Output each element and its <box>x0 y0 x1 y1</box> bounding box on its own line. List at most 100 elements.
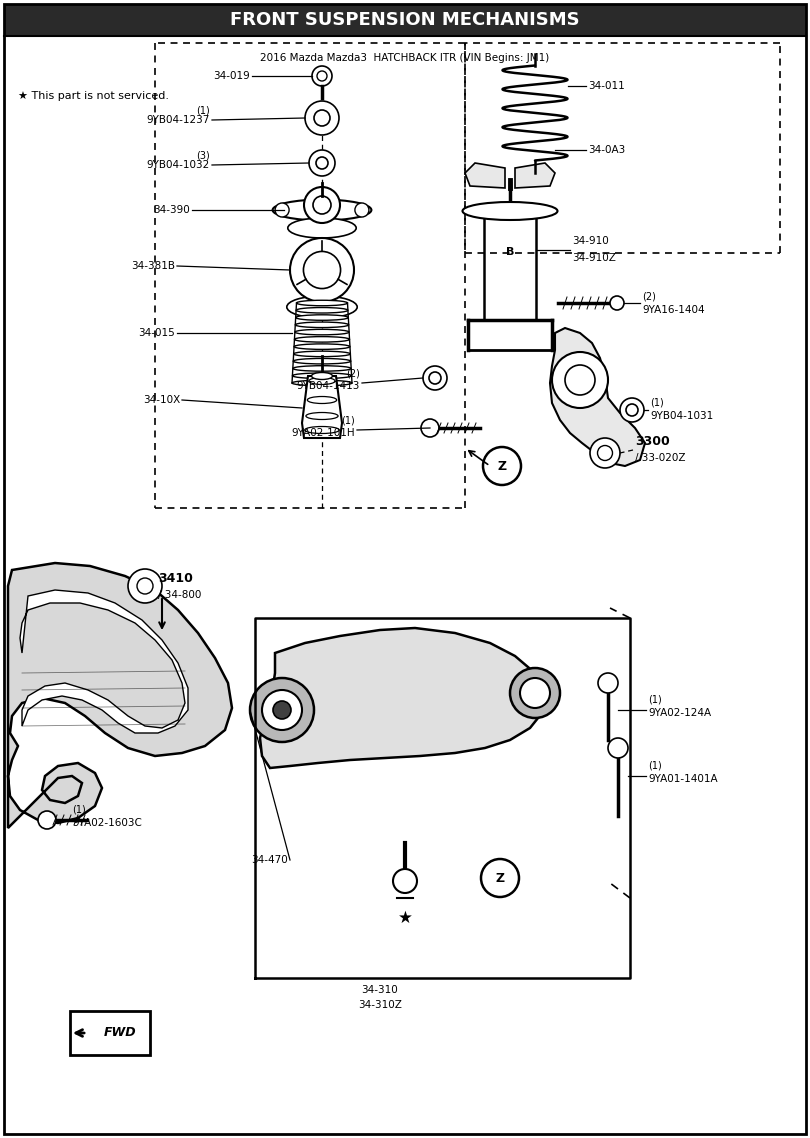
Circle shape <box>314 110 330 126</box>
Text: 9YB04-1032: 9YB04-1032 <box>147 160 210 170</box>
Circle shape <box>608 739 628 758</box>
Text: ★: ★ <box>398 909 412 927</box>
Circle shape <box>355 203 369 217</box>
Ellipse shape <box>294 352 351 356</box>
Text: Z: Z <box>497 460 506 472</box>
Circle shape <box>309 150 335 176</box>
Text: 3410: 3410 <box>158 571 193 585</box>
Circle shape <box>429 372 441 384</box>
Ellipse shape <box>296 315 348 320</box>
Ellipse shape <box>295 329 349 335</box>
Circle shape <box>620 398 644 422</box>
Circle shape <box>137 578 153 594</box>
Text: 34-015: 34-015 <box>139 328 175 338</box>
Ellipse shape <box>295 337 350 343</box>
Circle shape <box>598 673 618 693</box>
Text: / 33-020Z: / 33-020Z <box>635 453 685 463</box>
Ellipse shape <box>309 378 335 385</box>
Polygon shape <box>465 163 505 188</box>
Ellipse shape <box>292 380 352 386</box>
Text: (1): (1) <box>196 105 210 115</box>
Circle shape <box>313 196 331 214</box>
Ellipse shape <box>307 396 337 404</box>
Circle shape <box>128 569 162 603</box>
Polygon shape <box>515 163 555 188</box>
Ellipse shape <box>287 296 357 318</box>
Bar <box>4 5 806 36</box>
Text: (3): (3) <box>196 150 210 160</box>
Polygon shape <box>20 589 188 733</box>
Text: 2016 Mazda Mazda3  HATCHBACK ITR (VIN Begins: JM1): 2016 Mazda Mazda3 HATCHBACK ITR (VIN Beg… <box>260 53 550 63</box>
Circle shape <box>393 869 417 893</box>
Text: 34-910: 34-910 <box>572 236 609 246</box>
Ellipse shape <box>296 322 349 328</box>
Text: 34-310Z: 34-310Z <box>358 1000 402 1011</box>
Text: 9YA02-124A: 9YA02-124A <box>648 708 711 718</box>
Text: 9YA16-1404: 9YA16-1404 <box>642 305 705 315</box>
Ellipse shape <box>288 218 356 238</box>
Text: 9YA02-101H: 9YA02-101H <box>292 428 355 438</box>
Text: 9YA01-1401A: 9YA01-1401A <box>648 774 718 784</box>
Circle shape <box>273 701 291 719</box>
Text: (2): (2) <box>346 368 360 378</box>
Ellipse shape <box>273 199 372 221</box>
Circle shape <box>626 404 638 417</box>
Ellipse shape <box>296 307 348 313</box>
Ellipse shape <box>296 300 347 306</box>
Ellipse shape <box>293 365 352 371</box>
Ellipse shape <box>292 373 352 379</box>
Text: 34-470: 34-470 <box>251 855 288 865</box>
Text: (1): (1) <box>650 397 663 407</box>
Text: / 34-800: / 34-800 <box>158 589 202 600</box>
Circle shape <box>290 238 354 302</box>
Text: 34-011: 34-011 <box>588 81 625 91</box>
Text: 3300: 3300 <box>635 435 670 447</box>
Bar <box>70 1011 150 1055</box>
Circle shape <box>421 419 439 437</box>
Text: (1): (1) <box>341 415 355 424</box>
Text: 9YB04-1413: 9YB04-1413 <box>296 381 360 391</box>
Circle shape <box>510 668 560 718</box>
Circle shape <box>250 678 314 742</box>
Polygon shape <box>8 563 232 828</box>
Text: (2): (2) <box>642 291 656 300</box>
Ellipse shape <box>294 344 350 349</box>
Ellipse shape <box>305 427 339 434</box>
Text: ★ This part is not serviced.: ★ This part is not serviced. <box>18 91 169 101</box>
Text: B: B <box>505 247 514 256</box>
Circle shape <box>304 187 340 223</box>
Circle shape <box>305 101 339 135</box>
Text: 34-910Z: 34-910Z <box>572 253 616 263</box>
Circle shape <box>312 66 332 86</box>
Circle shape <box>483 447 521 485</box>
Text: 34-10X: 34-10X <box>143 395 180 405</box>
Text: 34-381B: 34-381B <box>131 261 175 271</box>
Circle shape <box>304 251 340 289</box>
Circle shape <box>552 352 608 409</box>
Ellipse shape <box>463 203 557 220</box>
Polygon shape <box>550 328 645 465</box>
Text: 34-0A3: 34-0A3 <box>588 145 625 155</box>
Circle shape <box>598 445 612 461</box>
Text: Z: Z <box>496 872 505 884</box>
Circle shape <box>520 678 550 708</box>
Text: 34-390: 34-390 <box>153 205 190 215</box>
Circle shape <box>610 296 624 310</box>
Text: (1): (1) <box>648 695 662 706</box>
Circle shape <box>38 811 56 828</box>
Circle shape <box>565 365 595 395</box>
Text: FRONT SUSPENSION MECHANISMS: FRONT SUSPENSION MECHANISMS <box>230 11 580 28</box>
Ellipse shape <box>306 412 338 420</box>
Text: 34-310: 34-310 <box>361 986 399 995</box>
Text: 9YA02-1603C: 9YA02-1603C <box>72 818 142 828</box>
Ellipse shape <box>312 372 332 379</box>
Circle shape <box>481 859 519 897</box>
Circle shape <box>317 71 327 81</box>
Bar <box>484 206 536 320</box>
Circle shape <box>590 438 620 468</box>
Circle shape <box>275 203 289 217</box>
Polygon shape <box>260 628 545 768</box>
Ellipse shape <box>293 358 351 364</box>
Circle shape <box>316 157 328 170</box>
Text: 34-019: 34-019 <box>213 71 250 81</box>
